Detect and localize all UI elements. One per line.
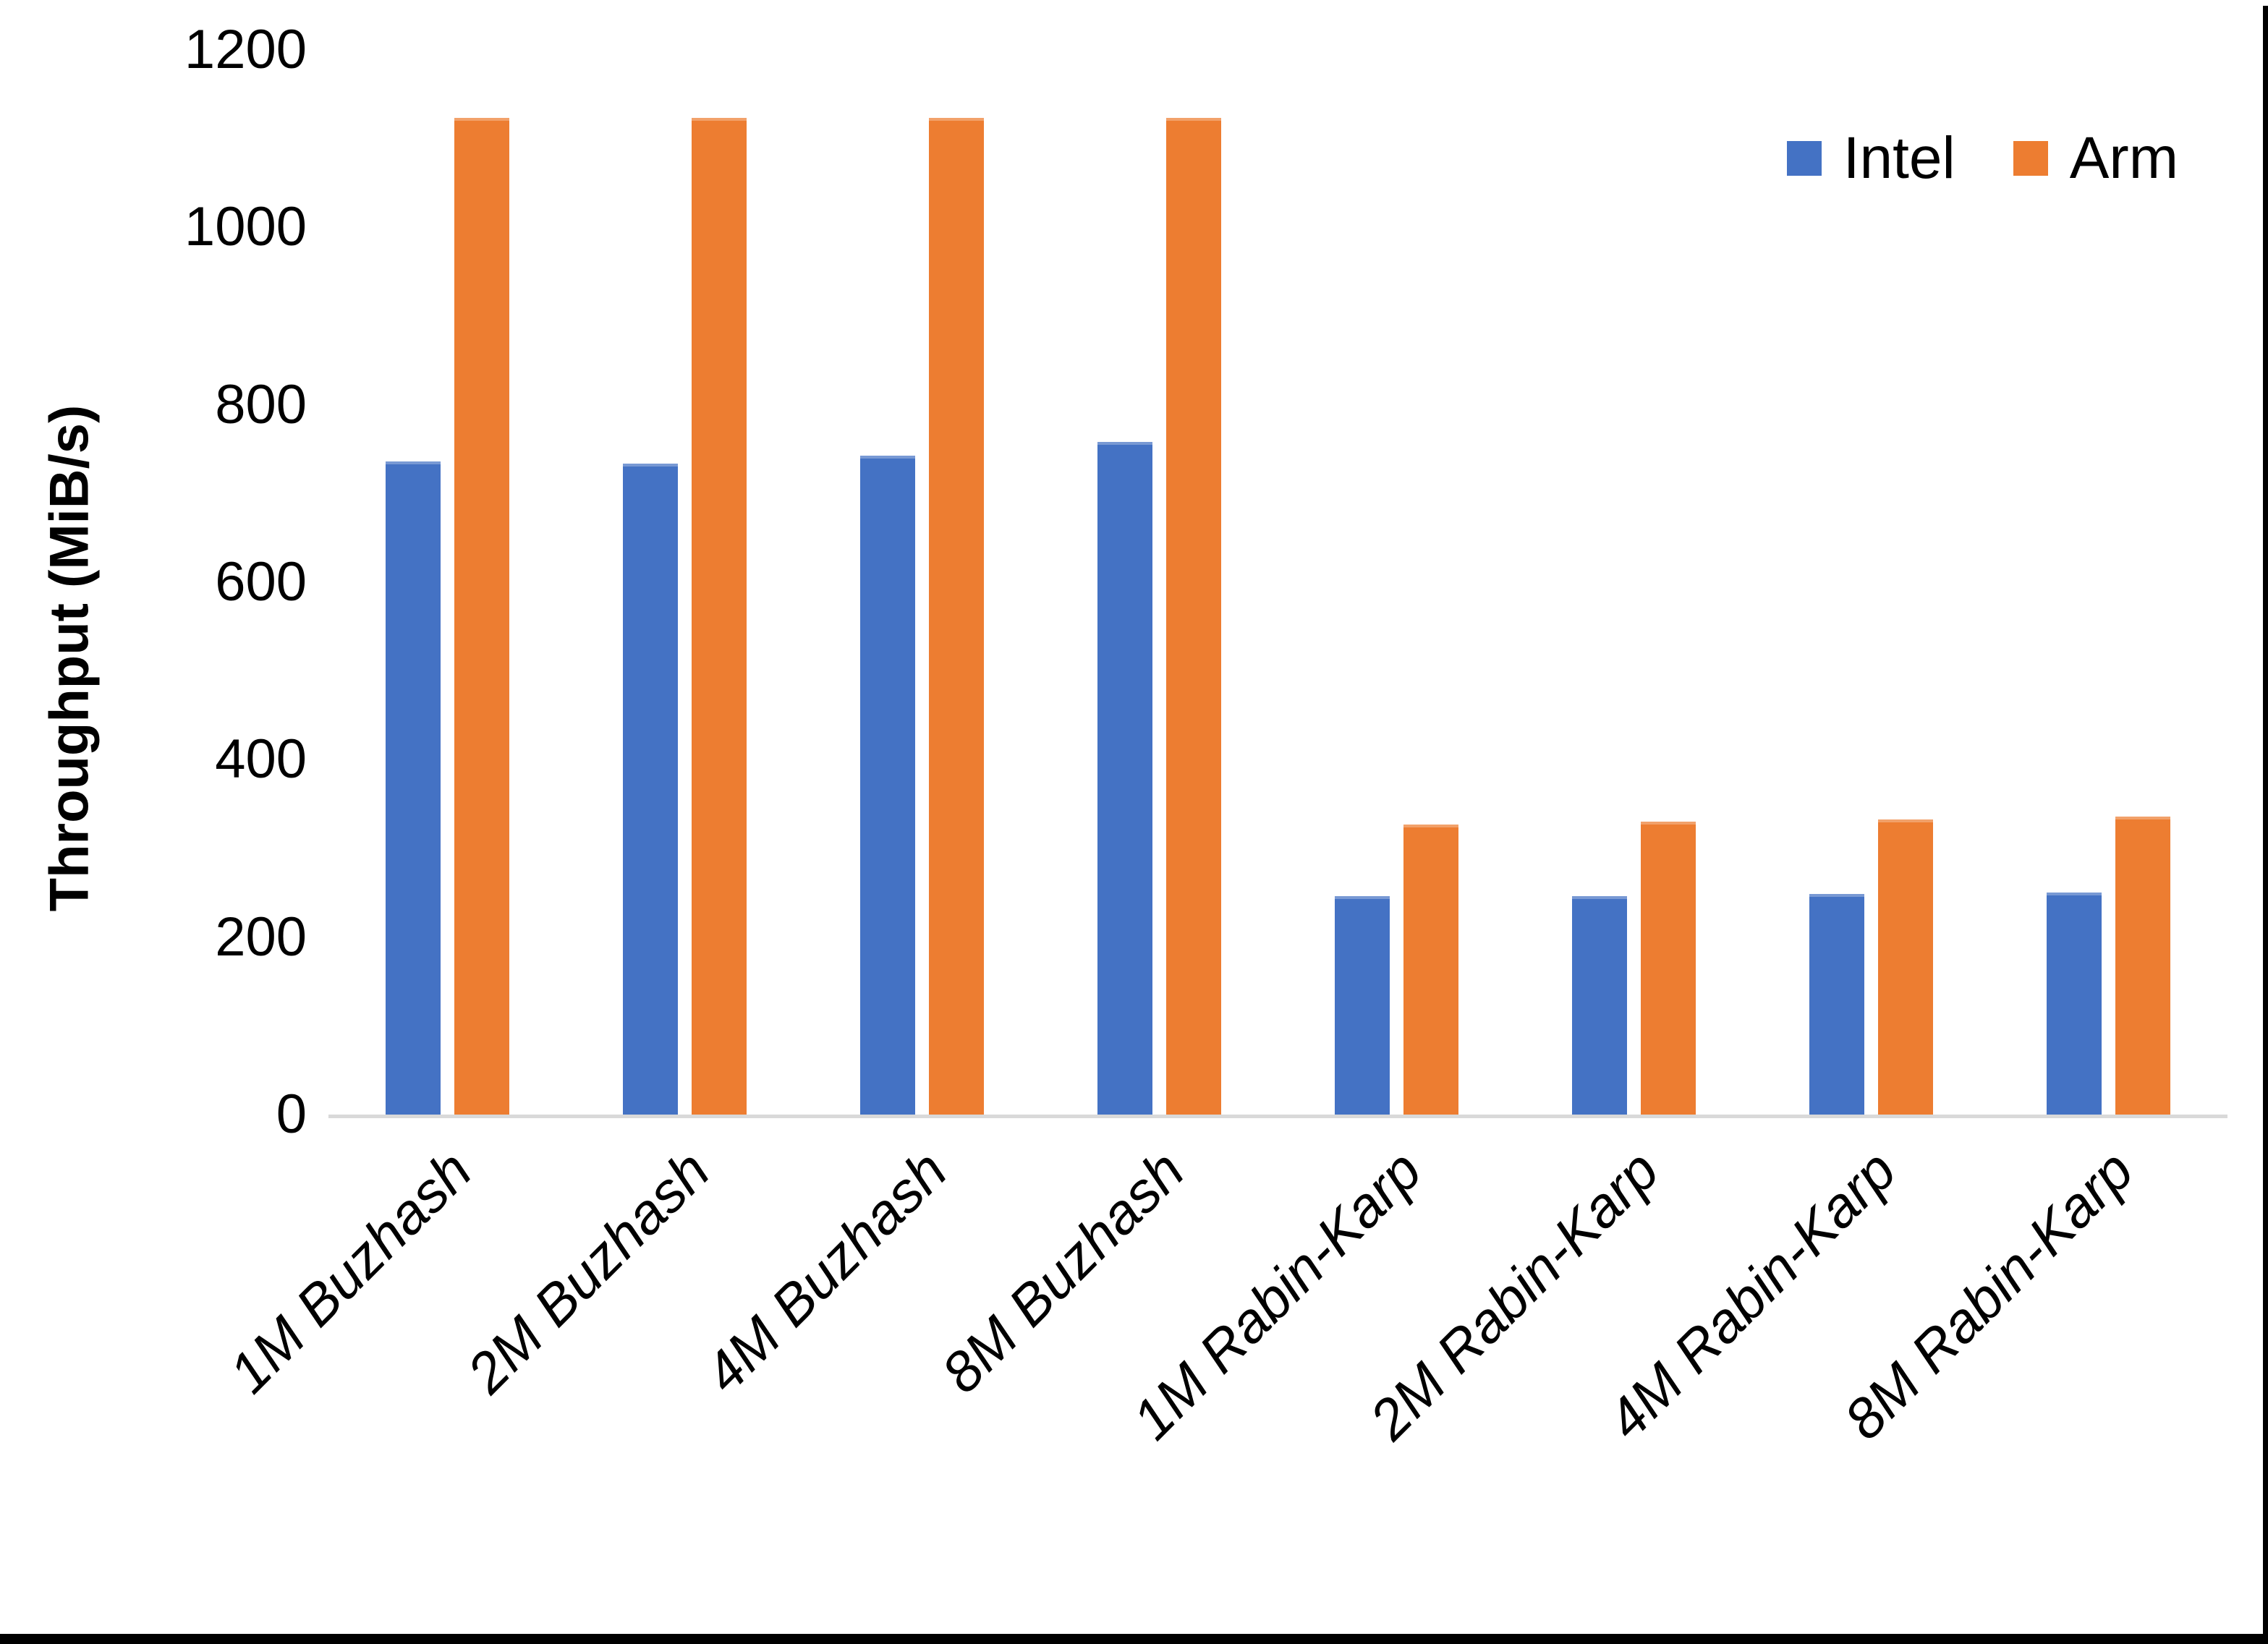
y-tick-label-0: 0 [276,1083,307,1145]
legend-label-arm: Arm [2069,125,2178,191]
bar-arm-8m-buzhash [1165,118,1221,1115]
x-label-2m-buzhash: 2M Buzhash [454,1138,721,1405]
frame-edge-bottom [0,1634,2268,1644]
x-label-1m-buzhash: 1M Buzhash [217,1138,484,1405]
y-tick-label-1200: 1200 [184,19,307,80]
y-axis-tick-labels: 0 200 400 600 800 1000 1200 [0,22,307,1142]
bar-group-1m-rabin-karp [1278,50,1516,1115]
bar-intel-1m-rabin-karp [1335,896,1390,1115]
bar-group-8m-rabin-karp [1990,50,2227,1115]
legend-swatch-arm-icon [2013,141,2048,176]
bar-arm-4m-buzhash [928,118,984,1115]
bar-group-4m-rabin-karp [1753,50,1990,1115]
bar-intel-8m-rabin-karp [2047,893,2102,1115]
bar-intel-2m-rabin-karp [1572,896,1628,1115]
bar-group-4m-buzhash [803,50,1040,1115]
bar-arm-1m-rabin-karp [1403,824,1459,1115]
y-tick-label-1000: 1000 [184,196,307,258]
y-tick-label-800: 800 [215,373,307,435]
bar-intel-2m-buzhash [622,463,678,1115]
bar-intel-1m-buzhash [385,461,441,1115]
x-label-4m-buzhash: 4M Buzhash [692,1138,959,1405]
y-tick-label-400: 400 [215,728,307,791]
bar-arm-2m-rabin-karp [1641,822,1696,1115]
bar-arm-2m-buzhash [691,118,747,1115]
bar-groups [328,50,2227,1115]
frame-edge-right [2263,6,2268,1644]
bar-group-2m-rabin-karp [1516,50,1753,1115]
plot-area [328,50,2227,1118]
y-tick-label-600: 600 [215,551,307,613]
bar-arm-1m-buzhash [454,118,509,1115]
bar-group-2m-buzhash [566,50,803,1115]
bar-intel-4m-buzhash [859,455,915,1115]
bar-arm-8m-rabin-karp [2115,816,2171,1115]
y-tick-label-200: 200 [215,906,307,968]
bar-intel-8m-buzhash [1097,442,1152,1115]
x-axis-line [328,1115,2227,1118]
bar-intel-4m-rabin-karp [1809,893,1865,1115]
legend-item-arm: Arm [2013,129,2178,188]
legend-item-intel: Intel [1786,125,1955,191]
legend-label-intel: Intel [1843,125,1955,191]
bar-group-8m-buzhash [1040,50,1278,1115]
bar-group-1m-buzhash [328,50,566,1115]
legend-swatch-intel-icon [1786,141,1822,176]
bar-arm-4m-rabin-karp [1878,819,1934,1115]
x-label-8m-buzhash: 8M Buzhash [929,1138,1197,1405]
legend: Intel Arm [1786,125,2178,191]
